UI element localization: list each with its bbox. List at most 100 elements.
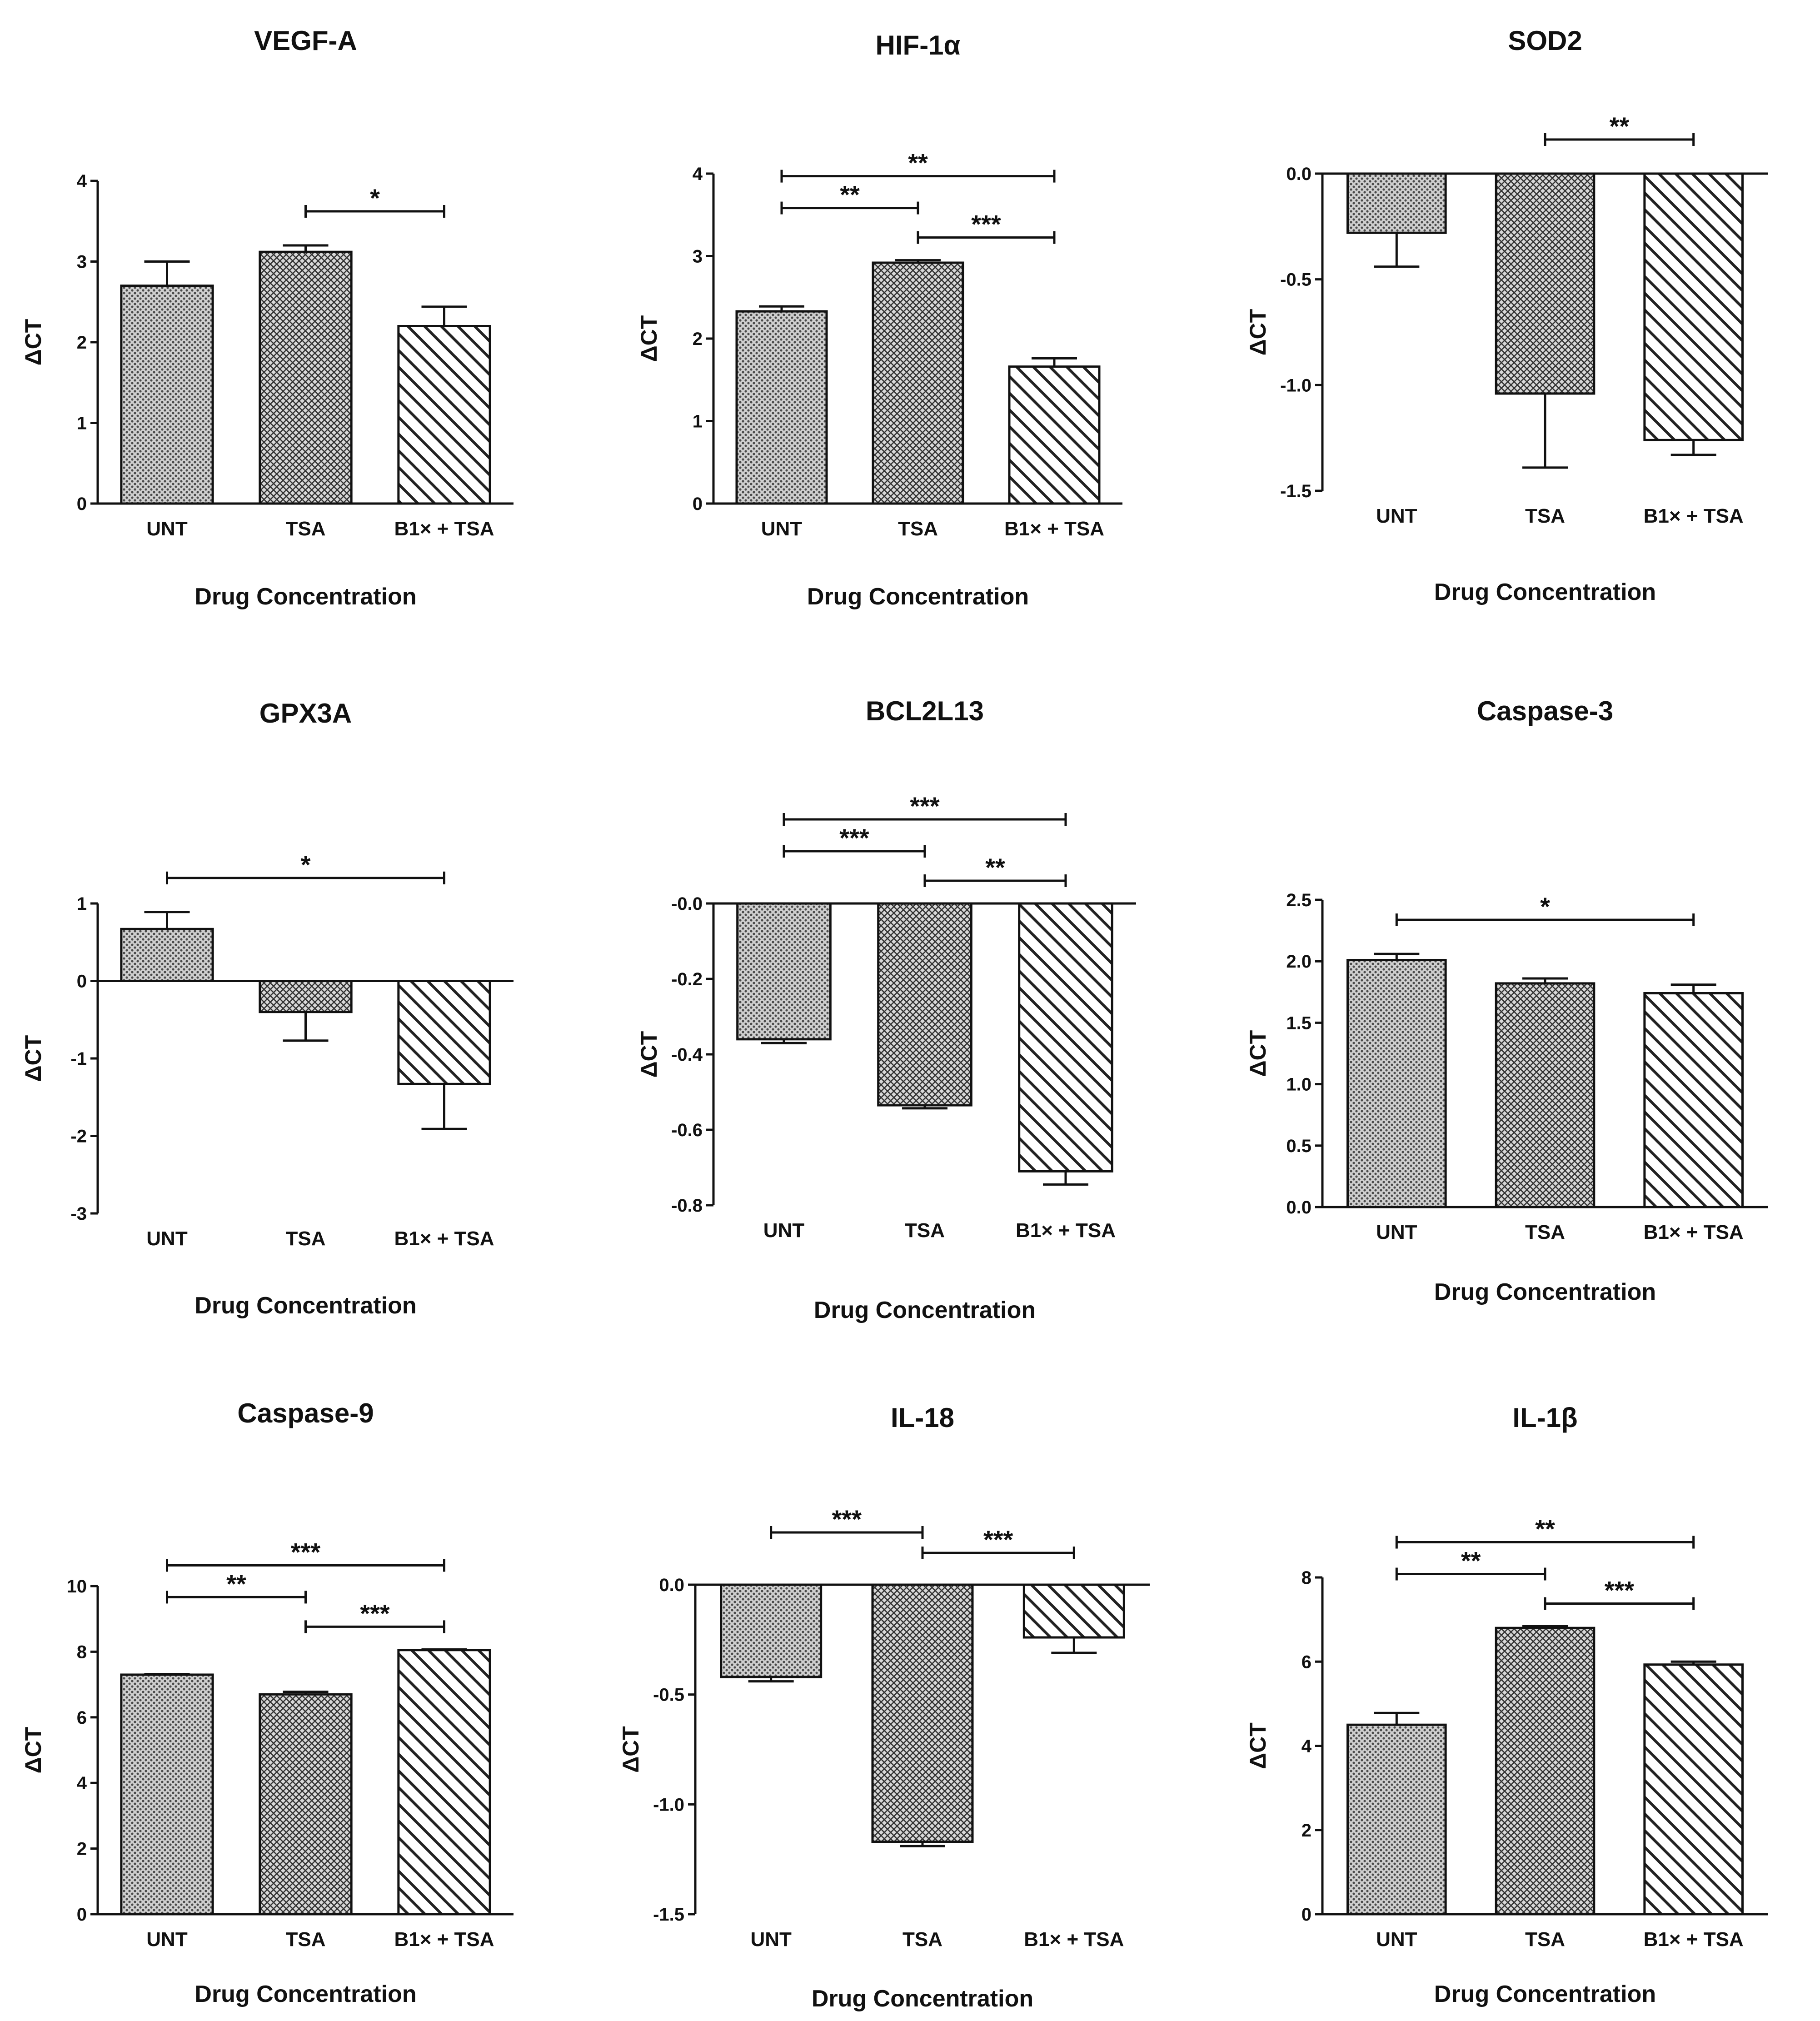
y-tick-label: 1 bbox=[77, 894, 87, 914]
y-tick-label: -0.0 bbox=[671, 894, 703, 914]
y-tick-label: 4 bbox=[77, 1773, 87, 1793]
y-tick-label: 0 bbox=[77, 972, 87, 992]
chart-title: IL-1β bbox=[1512, 1402, 1577, 1433]
y-tick-label: 2 bbox=[693, 329, 703, 349]
y-tick-label: -0.4 bbox=[671, 1045, 703, 1065]
x-category-label: UNT bbox=[1376, 505, 1417, 527]
bar-1 bbox=[1346, 1723, 1447, 1916]
bar-3 bbox=[397, 980, 491, 1085]
significance-bracket bbox=[1395, 1567, 1546, 1581]
y-tick-label: 2.5 bbox=[1286, 890, 1311, 910]
bar-1 bbox=[1346, 172, 1447, 234]
y-tick-label: 1.5 bbox=[1286, 1013, 1311, 1033]
significance-bracket bbox=[1544, 133, 1695, 146]
x-category-label: TSA bbox=[286, 518, 326, 540]
chart-title: BCL2L13 bbox=[866, 696, 984, 726]
y-tick-label: 1 bbox=[77, 414, 87, 434]
x-category-label: B1× + TSA bbox=[1644, 505, 1744, 527]
y-tick-label: 0 bbox=[693, 494, 703, 514]
x-axis-label: Drug Concentration bbox=[194, 1292, 416, 1319]
y-tick-label: 0.5 bbox=[1286, 1136, 1311, 1156]
significance-label: *** bbox=[360, 1599, 390, 1627]
y-tick-label: -1.0 bbox=[1280, 375, 1311, 395]
bar-2 bbox=[1495, 1627, 1596, 1916]
bar-3 bbox=[1643, 1663, 1744, 1916]
y-axis-label: ΔCT bbox=[20, 1035, 46, 1082]
x-category-label: B1× + TSA bbox=[1004, 518, 1104, 540]
bar-1 bbox=[735, 310, 828, 505]
x-category-label: UNT bbox=[1376, 1221, 1417, 1243]
chart-panel-8: IL-18 ΔCT Drug Concentration 0.0 -0.5 -1.0 -1.… bbox=[618, 1402, 1150, 2012]
y-tick-label: 0 bbox=[77, 1905, 87, 1925]
y-tick-label: -0.6 bbox=[671, 1120, 703, 1140]
bar-2 bbox=[259, 250, 353, 505]
y-tick-label: -3 bbox=[70, 1204, 87, 1224]
chart-panel-2: HIF-1α ΔCT Drug Concentration 0 1 2 3 4 UNT TSA B1… bbox=[636, 30, 1122, 610]
x-category-label: B1× + TSA bbox=[394, 1928, 494, 1951]
significance-label: ** bbox=[1610, 112, 1630, 140]
y-tick-label: 0.0 bbox=[659, 1575, 684, 1595]
y-tick-label: 0.0 bbox=[1286, 164, 1311, 184]
x-category-label: TSA bbox=[1525, 1928, 1565, 1951]
y-tick-label: 0 bbox=[1301, 1905, 1311, 1925]
chart-title: Caspase-3 bbox=[1477, 696, 1613, 726]
x-axis-label: Drug Concentration bbox=[1434, 1981, 1656, 2007]
x-category-label: UNT bbox=[146, 518, 188, 540]
y-axis-label: ΔCT bbox=[618, 1726, 643, 1773]
x-category-label: TSA bbox=[905, 1219, 945, 1242]
bar-3 bbox=[397, 325, 491, 505]
x-axis-label: Drug Concentration bbox=[1434, 1279, 1656, 1305]
significance-label: *** bbox=[971, 210, 1001, 239]
x-axis-label: Drug Concentration bbox=[812, 1986, 1033, 2012]
x-category-label: UNT bbox=[761, 518, 803, 540]
x-category-label: UNT bbox=[763, 1219, 805, 1242]
significance-label: *** bbox=[291, 1537, 321, 1566]
chart-panel-5: BCL2L13 ΔCT Drug Concentration -0.0 -0.2 -0.4… bbox=[636, 696, 1136, 1323]
significance-label: ** bbox=[1535, 1514, 1555, 1543]
y-tick-label: 8 bbox=[1301, 1568, 1311, 1588]
significance-label: *** bbox=[983, 1525, 1013, 1554]
significance-bracket bbox=[304, 205, 445, 218]
x-axis-label: Drug Concentration bbox=[194, 1981, 416, 2007]
bar-1 bbox=[736, 902, 832, 1041]
x-category-label: UNT bbox=[146, 1928, 188, 1951]
y-tick-label: -0.8 bbox=[671, 1196, 703, 1216]
x-category-label: B1× + TSA bbox=[1644, 1928, 1744, 1951]
y-axis-label: ΔCT bbox=[636, 315, 662, 362]
chart-title: GPX3A bbox=[259, 698, 352, 729]
significance-label: ** bbox=[226, 1569, 246, 1598]
y-tick-label: 2 bbox=[1301, 1821, 1311, 1841]
y-axis-label: ΔCT bbox=[20, 319, 46, 366]
y-axis-label: ΔCT bbox=[636, 1031, 662, 1078]
chart-panel-4: GPX3A ΔCT Drug Concentration 1 0 -1 -2 -3 UNT TSA… bbox=[20, 698, 514, 1319]
significance-bracket bbox=[770, 1526, 924, 1539]
bar-2 bbox=[871, 1583, 974, 1843]
x-category-label: B1× + TSA bbox=[1644, 1221, 1744, 1243]
bar-3 bbox=[1643, 992, 1744, 1208]
x-axis-label: Drug Concentration bbox=[814, 1297, 1036, 1323]
y-tick-label: 6 bbox=[77, 1708, 87, 1728]
y-tick-label: 0.0 bbox=[1286, 1198, 1311, 1218]
x-category-label: UNT bbox=[1376, 1928, 1417, 1951]
bar-1 bbox=[120, 284, 214, 505]
bar-1 bbox=[120, 1673, 214, 1916]
y-tick-label: 1.0 bbox=[1286, 1075, 1311, 1095]
y-tick-label: -2 bbox=[70, 1127, 87, 1147]
significance-bracket bbox=[780, 170, 1056, 183]
y-tick-label: 4 bbox=[693, 164, 703, 184]
x-category-label: TSA bbox=[286, 1928, 326, 1951]
x-category-label: TSA bbox=[898, 518, 938, 540]
y-tick-label: 3 bbox=[77, 252, 87, 272]
bar-3 bbox=[1022, 1583, 1125, 1639]
y-tick-label: 10 bbox=[67, 1577, 87, 1597]
x-category-label: B1× + TSA bbox=[394, 518, 494, 540]
bar-3 bbox=[1018, 902, 1113, 1173]
y-tick-label: -0.5 bbox=[653, 1685, 684, 1705]
y-tick-label: -1.5 bbox=[1280, 481, 1311, 501]
y-tick-label: 1 bbox=[693, 412, 703, 432]
chart-title: IL-18 bbox=[891, 1402, 954, 1433]
bar-2 bbox=[259, 1693, 353, 1916]
significance-bracket bbox=[783, 845, 926, 858]
y-tick-label: 4 bbox=[1301, 1737, 1312, 1757]
